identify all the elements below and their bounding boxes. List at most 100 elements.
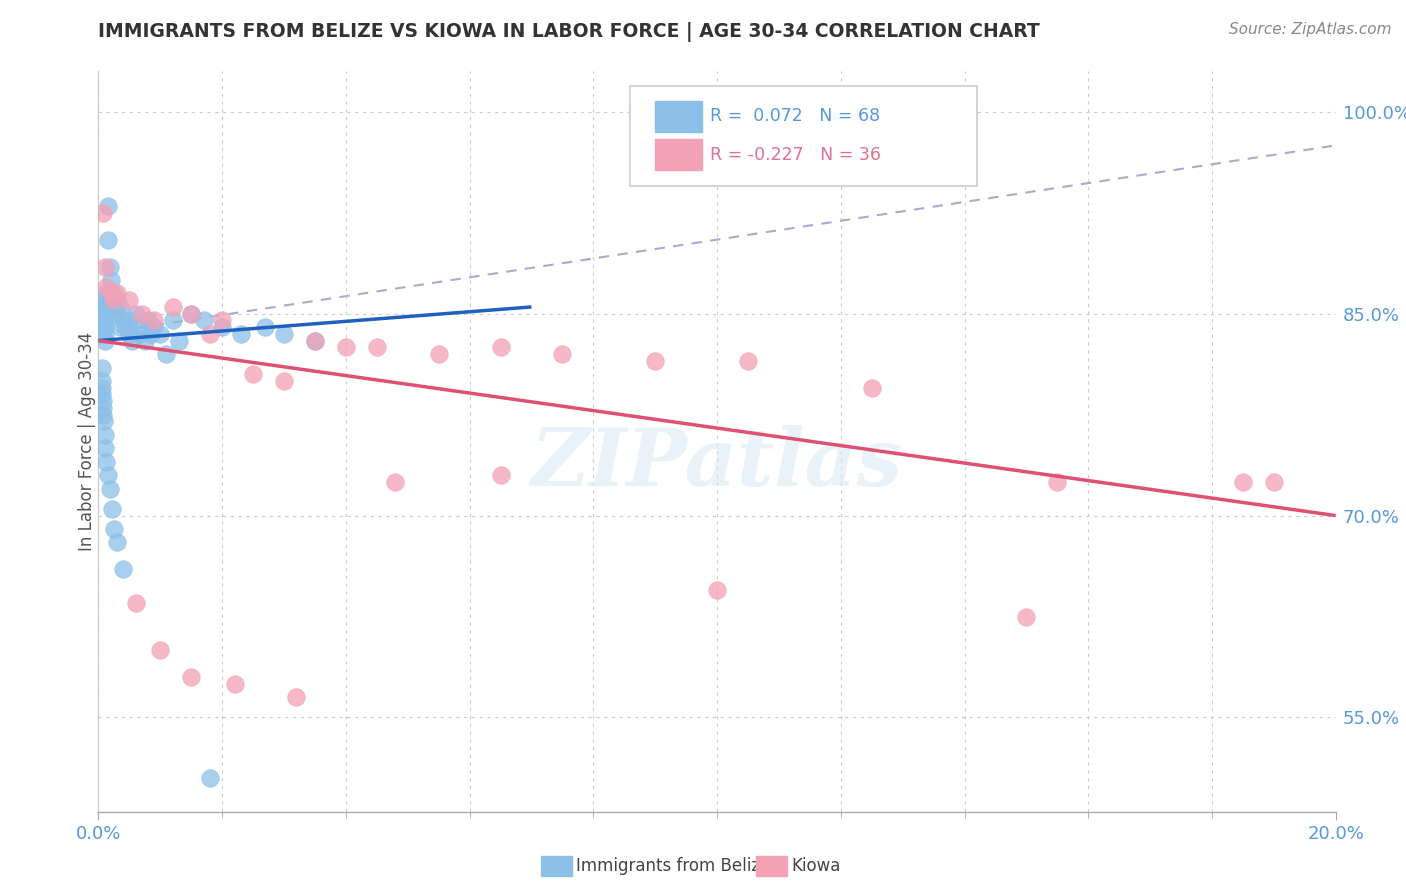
Point xyxy=(427,347,450,361)
Point xyxy=(91,293,114,308)
Point xyxy=(90,381,112,395)
Point xyxy=(103,286,125,301)
Point xyxy=(304,334,326,348)
Point xyxy=(211,313,233,327)
Point xyxy=(489,340,512,354)
Point xyxy=(134,334,156,348)
Point xyxy=(105,293,128,308)
Point xyxy=(112,313,135,327)
Point xyxy=(180,307,202,321)
Point xyxy=(124,307,146,321)
Point xyxy=(91,387,114,401)
Point xyxy=(94,286,117,301)
Point xyxy=(90,313,112,327)
Point xyxy=(180,307,202,321)
Point xyxy=(105,286,128,301)
Text: Immigrants from Belize: Immigrants from Belize xyxy=(576,857,770,875)
Point xyxy=(366,340,388,354)
Point xyxy=(193,313,215,327)
Point xyxy=(273,326,295,341)
Point xyxy=(384,475,406,489)
Point xyxy=(97,233,120,247)
Text: Source: ZipAtlas.com: Source: ZipAtlas.com xyxy=(1229,22,1392,37)
Point xyxy=(108,300,131,314)
Point xyxy=(180,670,202,684)
Point xyxy=(90,307,112,321)
Point xyxy=(93,408,115,422)
Point xyxy=(100,293,122,308)
Bar xyxy=(655,101,702,132)
Point xyxy=(335,340,357,354)
Point xyxy=(198,326,221,341)
Point xyxy=(198,771,221,785)
Point xyxy=(254,320,277,334)
Point xyxy=(104,307,127,321)
Point xyxy=(149,643,172,657)
FancyBboxPatch shape xyxy=(630,87,977,186)
Point xyxy=(105,300,128,314)
Point xyxy=(131,307,153,321)
Point xyxy=(90,374,112,388)
Y-axis label: In Labor Force | Age 30-34: In Labor Force | Age 30-34 xyxy=(79,332,96,551)
Point xyxy=(93,442,115,456)
Point xyxy=(706,582,728,597)
Point xyxy=(860,381,883,395)
Text: IMMIGRANTS FROM BELIZE VS KIOWA IN LABOR FORCE | AGE 30-34 CORRELATION CHART: IMMIGRANTS FROM BELIZE VS KIOWA IN LABOR… xyxy=(98,22,1040,42)
Point xyxy=(118,313,141,327)
Point xyxy=(737,353,759,368)
Text: R =  0.072   N = 68: R = 0.072 N = 68 xyxy=(710,107,880,126)
Point xyxy=(100,273,122,287)
Point xyxy=(93,260,115,274)
Point xyxy=(1232,475,1254,489)
Text: ZIPatlas: ZIPatlas xyxy=(531,425,903,502)
Point xyxy=(93,401,115,415)
Point xyxy=(139,326,162,341)
Point xyxy=(136,313,159,327)
Point xyxy=(273,374,295,388)
Point xyxy=(105,535,128,549)
Point xyxy=(124,596,146,610)
Point xyxy=(103,522,125,536)
Point xyxy=(93,427,115,442)
Point xyxy=(162,313,184,327)
Point xyxy=(112,562,135,576)
Point xyxy=(100,286,122,301)
Point xyxy=(93,414,115,428)
Point xyxy=(304,334,326,348)
Point xyxy=(90,300,112,314)
Point xyxy=(1046,475,1069,489)
Point xyxy=(108,320,131,334)
Point xyxy=(93,334,115,348)
Point xyxy=(155,347,177,361)
Point xyxy=(96,307,118,321)
Point xyxy=(94,300,117,314)
Point xyxy=(229,326,252,341)
Point xyxy=(224,677,246,691)
Text: R = -0.227   N = 36: R = -0.227 N = 36 xyxy=(710,145,880,163)
Point xyxy=(118,326,141,341)
Point xyxy=(94,279,117,293)
Point xyxy=(103,293,125,308)
Point xyxy=(90,360,112,375)
Point xyxy=(128,326,150,341)
Point xyxy=(121,334,143,348)
Point xyxy=(211,320,233,334)
Point xyxy=(489,468,512,483)
Point xyxy=(118,293,141,308)
Point xyxy=(551,347,574,361)
Point xyxy=(98,482,121,496)
Point xyxy=(93,320,115,334)
Point xyxy=(143,320,166,334)
Text: Kiowa: Kiowa xyxy=(792,857,841,875)
Point xyxy=(93,326,115,341)
Point xyxy=(131,320,153,334)
Point xyxy=(242,368,264,382)
Point xyxy=(93,205,115,219)
Point xyxy=(97,468,120,483)
Point xyxy=(101,300,124,314)
Point xyxy=(101,501,124,516)
Point xyxy=(94,455,117,469)
Point xyxy=(97,199,120,213)
Point xyxy=(98,260,121,274)
Point xyxy=(90,320,112,334)
